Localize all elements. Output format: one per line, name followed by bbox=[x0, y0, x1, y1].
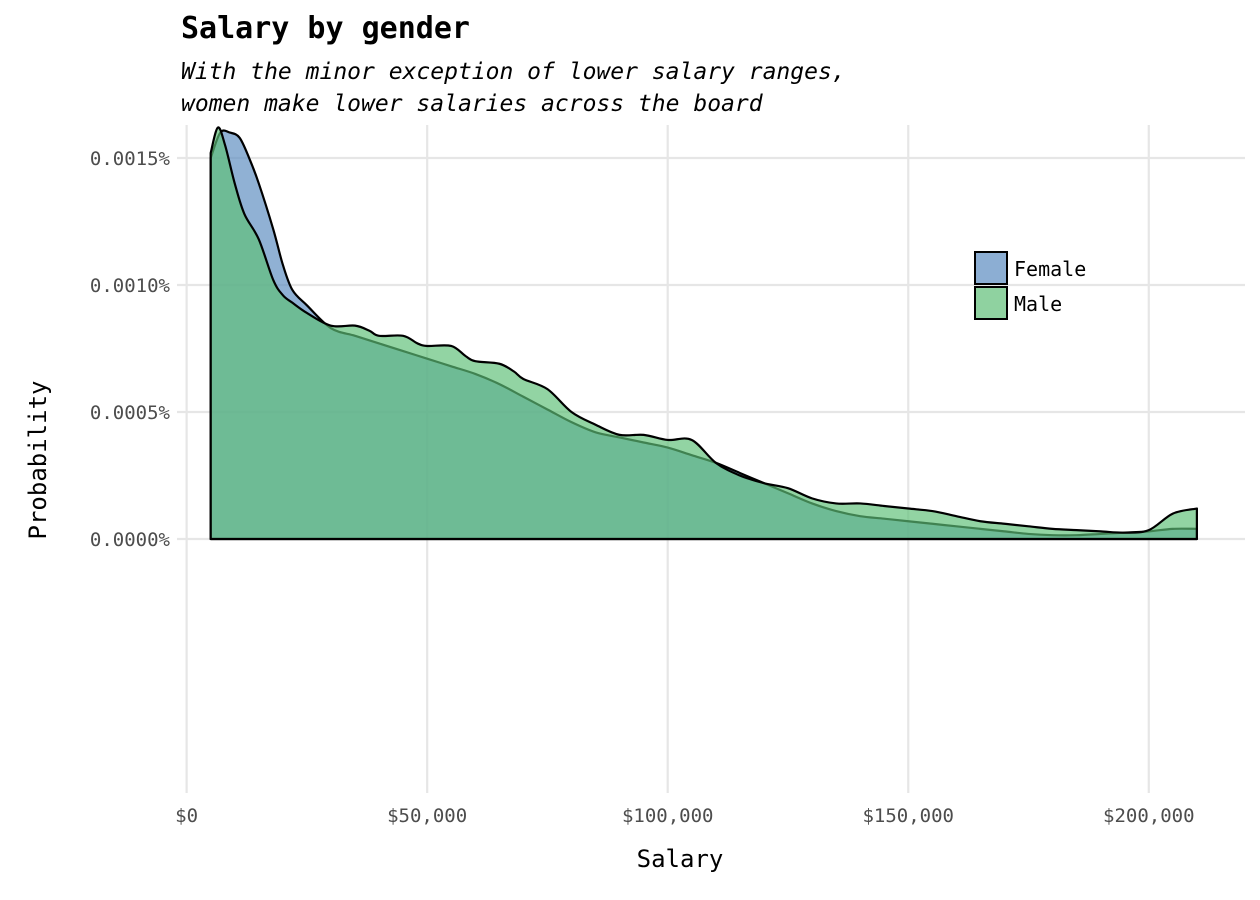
axis-ticks: $0 $50,000 $100,000 $150,000 $200,000 0.0000%… bbox=[90, 148, 1195, 827]
chart-title: Salary by gender bbox=[181, 11, 470, 46]
chart-subtitle-line-2: women make lower salaries across the boa… bbox=[181, 91, 764, 117]
legend-key-male bbox=[974, 286, 1008, 320]
legend-key-female bbox=[974, 251, 1008, 285]
y-tick-label: 0.0015% bbox=[90, 148, 171, 170]
x-tick-label: $100,000 bbox=[622, 805, 714, 827]
chart-subtitle-line-1: With the minor exception of lower salary… bbox=[181, 59, 846, 85]
y-axis-title: Probability bbox=[24, 381, 52, 540]
legend-label-male: Male bbox=[1014, 292, 1062, 316]
x-tick-label: $150,000 bbox=[862, 805, 954, 827]
x-axis-title: Salary bbox=[637, 845, 724, 873]
x-tick-label: $0 bbox=[175, 805, 198, 827]
y-tick-label: 0.0005% bbox=[90, 402, 171, 424]
y-tick-label: 0.0010% bbox=[90, 275, 171, 297]
legend-label-female: Female bbox=[1014, 257, 1086, 281]
legend: Female Male bbox=[974, 251, 1086, 320]
y-tick-label: 0.0000% bbox=[90, 529, 171, 551]
x-tick-label: $50,000 bbox=[387, 805, 467, 827]
density-areas bbox=[209, 126, 1198, 541]
x-tick-label: $200,000 bbox=[1103, 805, 1195, 827]
density-area-male bbox=[209, 126, 1198, 541]
